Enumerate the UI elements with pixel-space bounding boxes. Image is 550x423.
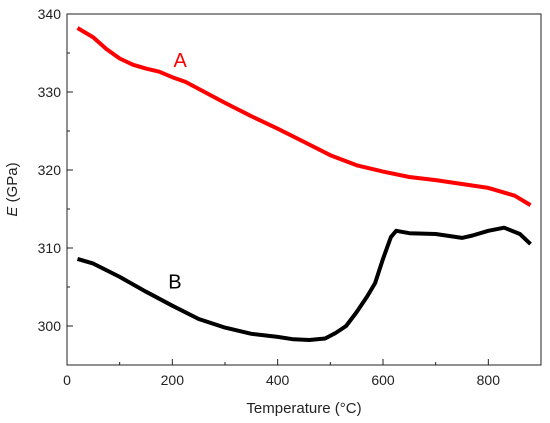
- y-axis-title: E (GPa): [4, 162, 21, 216]
- y-axis-ticks: 300 310 320 330 340: [38, 6, 73, 366]
- plot-frame: [66, 13, 542, 366]
- series-label-b: B: [168, 272, 181, 294]
- x-axis-ticks: 0 200 400 600 800: [63, 359, 500, 388]
- x-tick-label: 600: [371, 372, 395, 388]
- series-line-b: [76, 225, 532, 342]
- y-tick-label: 310: [38, 240, 62, 256]
- x-tick-label: 800: [477, 372, 501, 388]
- series-layer: AB: [76, 26, 532, 342]
- y-tick-label: 330: [38, 84, 62, 100]
- y-axis-title-unit: (GPa): [4, 162, 21, 206]
- x-tick-label: 0: [63, 372, 71, 388]
- y-axis-title-symbol: E: [4, 206, 21, 217]
- series-line-a: [76, 26, 532, 207]
- x-tick-label: 200: [161, 372, 185, 388]
- y-tick-label: 300: [38, 318, 62, 334]
- x-axis-title: Temperature (°C): [246, 400, 361, 417]
- y-tick-label: 320: [38, 162, 62, 178]
- y-tick-label: 340: [38, 6, 62, 22]
- x-tick-label: 400: [266, 372, 290, 388]
- series-label-a: A: [174, 50, 188, 72]
